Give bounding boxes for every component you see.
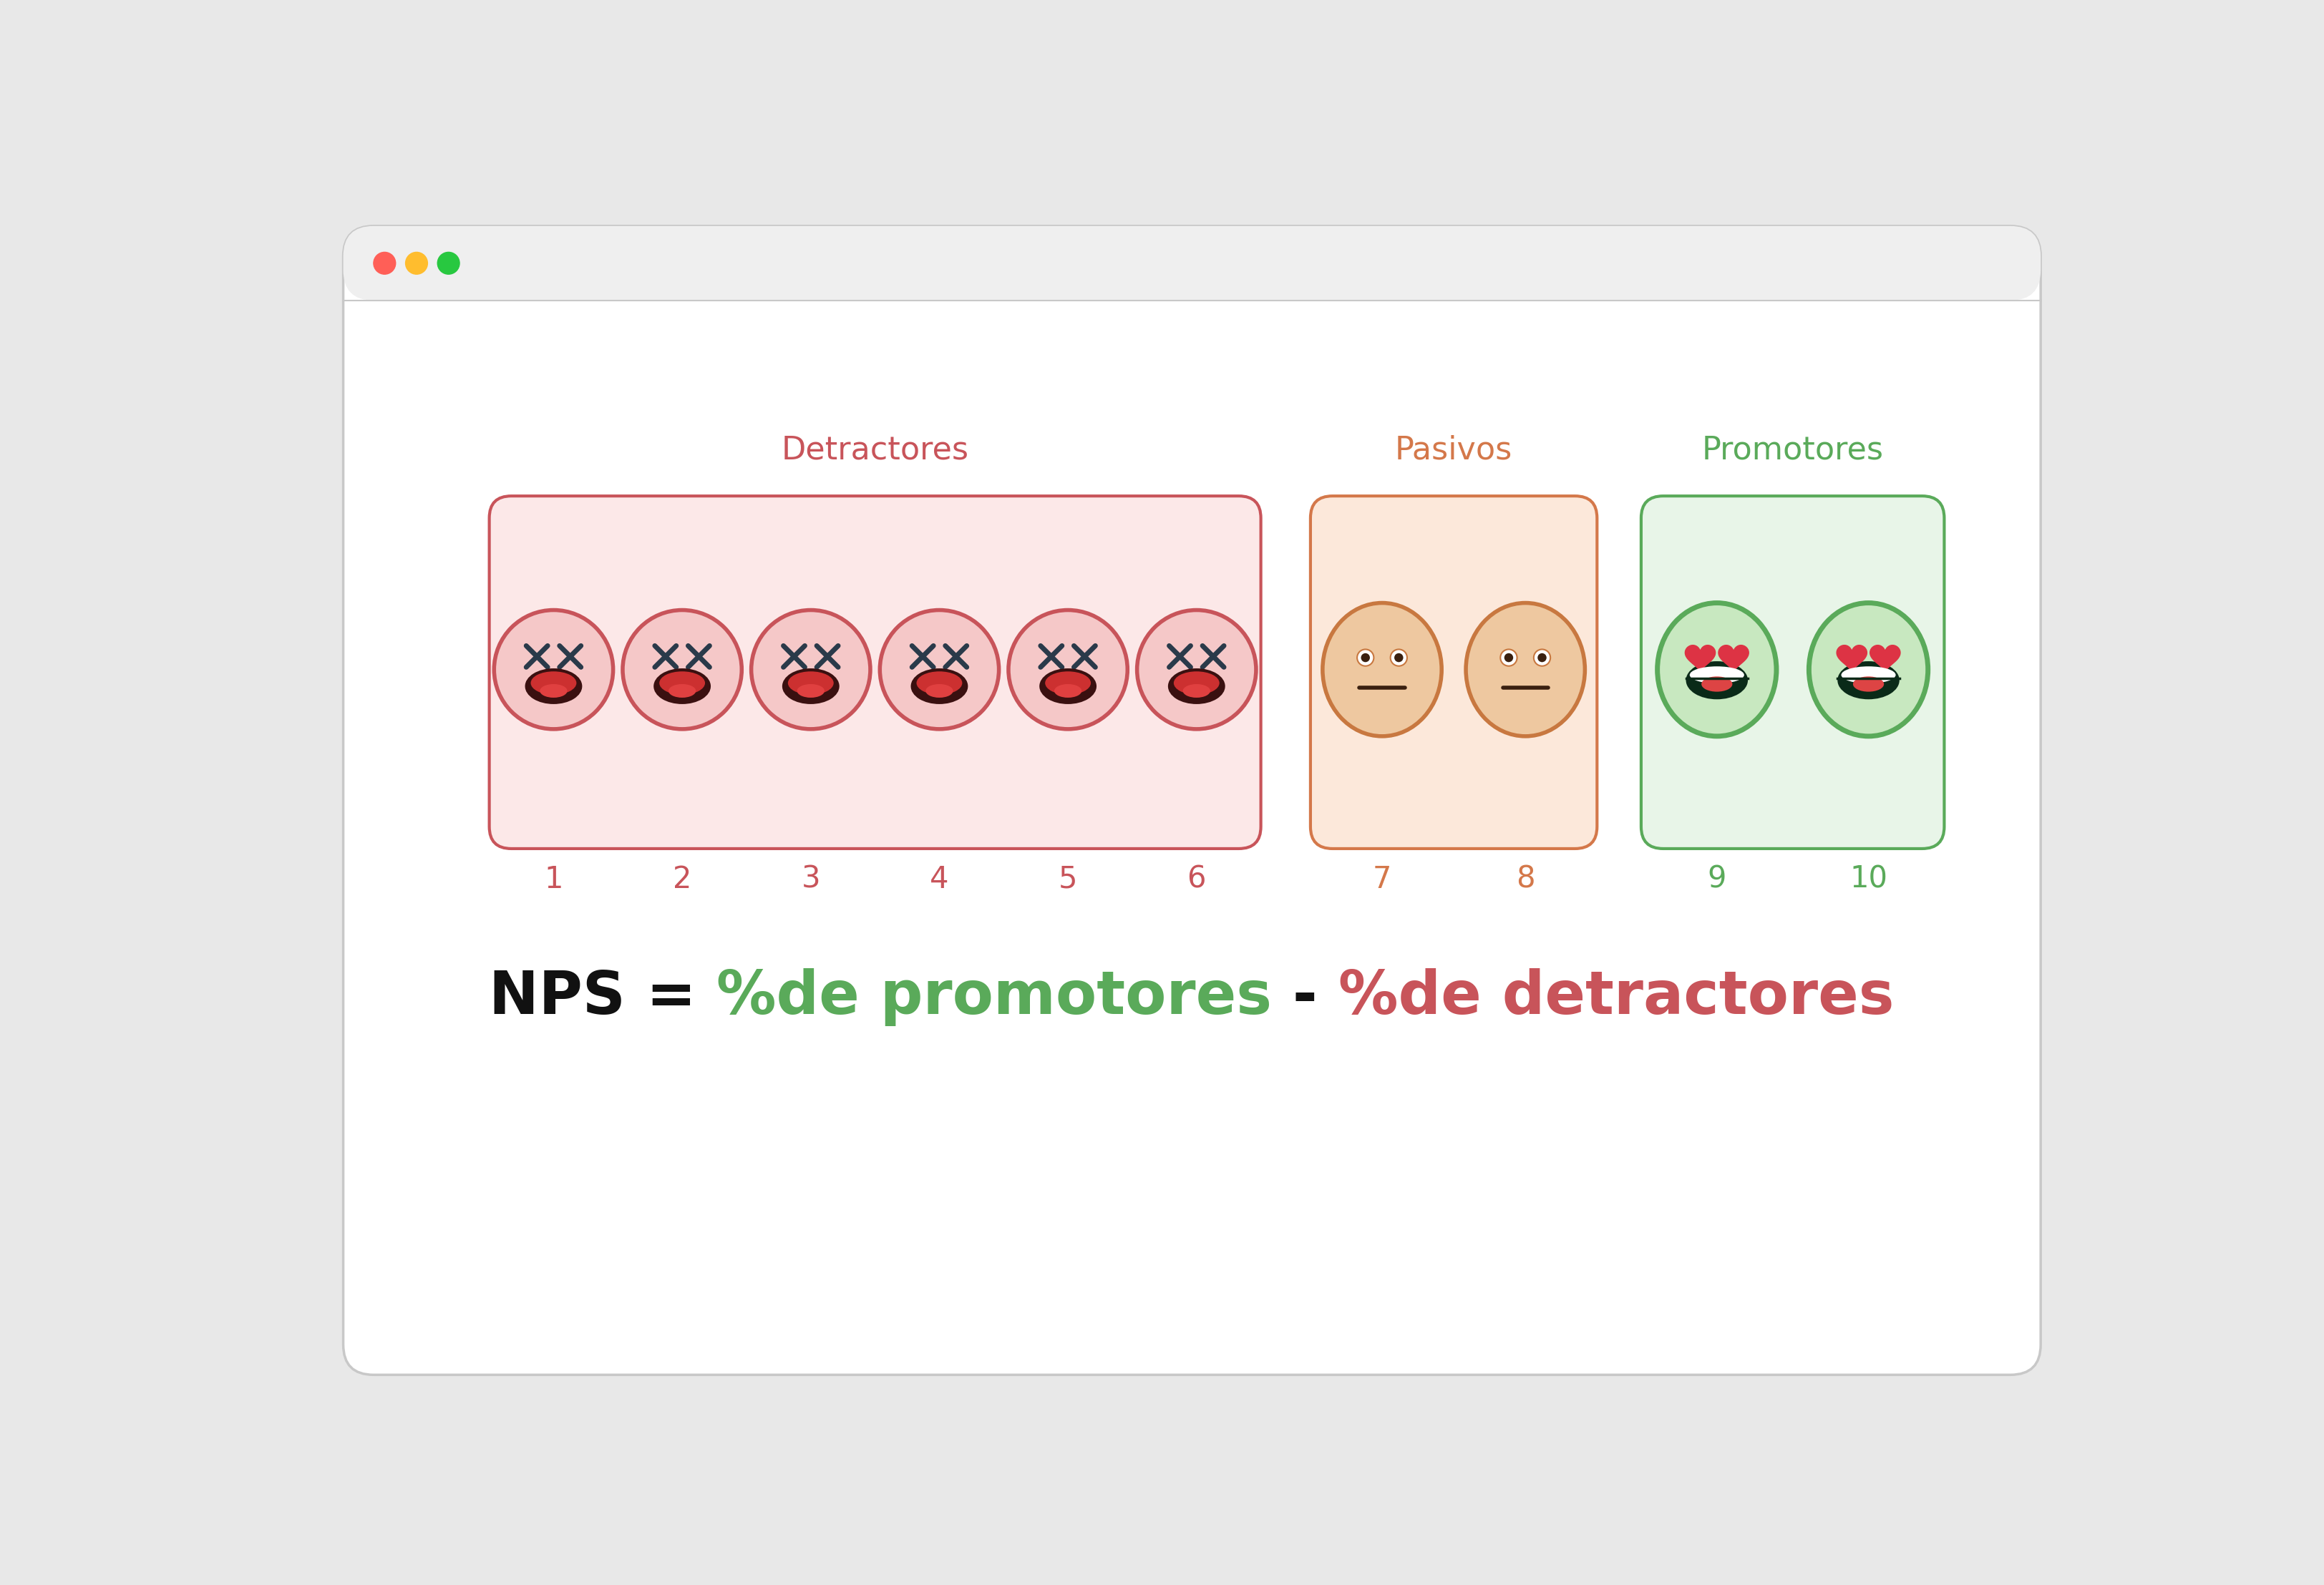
Circle shape [374,252,395,274]
Ellipse shape [1322,602,1441,735]
Ellipse shape [1167,669,1225,704]
Text: 8: 8 [1515,864,1534,894]
Polygon shape [1836,645,1866,672]
Ellipse shape [781,669,839,704]
Ellipse shape [525,669,581,704]
Ellipse shape [1174,672,1220,694]
Ellipse shape [1690,666,1743,683]
Text: 10: 10 [1850,864,1887,894]
Polygon shape [1685,645,1715,672]
Ellipse shape [1685,661,1748,699]
Ellipse shape [1841,666,1894,683]
Text: %de detractores: %de detractores [1339,968,1894,1027]
Ellipse shape [1183,685,1211,697]
Text: Promotores: Promotores [1701,434,1882,466]
Ellipse shape [1808,602,1927,735]
Text: -: - [1292,968,1339,1027]
Circle shape [751,610,869,729]
Ellipse shape [669,685,695,697]
FancyBboxPatch shape [344,227,2040,301]
Ellipse shape [1046,672,1090,694]
Circle shape [1357,650,1373,666]
Ellipse shape [530,672,576,694]
Text: 9: 9 [1706,864,1727,894]
Text: NPS =: NPS = [488,968,716,1027]
Text: 4: 4 [930,864,948,894]
Ellipse shape [1701,677,1731,691]
Circle shape [1499,650,1518,666]
Circle shape [1390,650,1406,666]
Ellipse shape [916,672,962,694]
Ellipse shape [1053,685,1081,697]
Text: 2: 2 [672,864,693,894]
Circle shape [437,252,460,274]
Ellipse shape [660,672,704,694]
Circle shape [1394,653,1404,663]
Text: 1: 1 [544,864,562,894]
Text: 7: 7 [1371,864,1392,894]
Ellipse shape [1039,669,1097,704]
Ellipse shape [925,685,953,697]
Circle shape [1360,653,1369,663]
FancyBboxPatch shape [1641,496,1943,848]
Circle shape [1504,653,1513,663]
Text: 6: 6 [1188,864,1206,894]
Circle shape [878,610,999,729]
Text: %de promotores: %de promotores [716,968,1292,1027]
FancyBboxPatch shape [344,227,2040,1374]
Ellipse shape [1466,602,1585,735]
FancyBboxPatch shape [488,496,1260,848]
FancyBboxPatch shape [1311,496,1597,848]
Circle shape [1136,610,1255,729]
Circle shape [1536,653,1545,663]
Ellipse shape [539,685,567,697]
Ellipse shape [653,669,711,704]
Ellipse shape [797,685,825,697]
Circle shape [1534,650,1550,666]
Circle shape [1009,610,1127,729]
Circle shape [404,252,428,274]
Ellipse shape [1836,661,1899,699]
Ellipse shape [1852,677,1882,691]
Circle shape [623,610,741,729]
Polygon shape [1868,645,1899,672]
Text: 3: 3 [802,864,820,894]
Text: Pasivos: Pasivos [1394,434,1513,466]
Circle shape [495,610,614,729]
Ellipse shape [911,669,967,704]
Ellipse shape [788,672,834,694]
Text: Detractores: Detractores [781,434,969,466]
Ellipse shape [1657,602,1776,735]
Polygon shape [1717,645,1748,672]
Text: 5: 5 [1057,864,1076,894]
